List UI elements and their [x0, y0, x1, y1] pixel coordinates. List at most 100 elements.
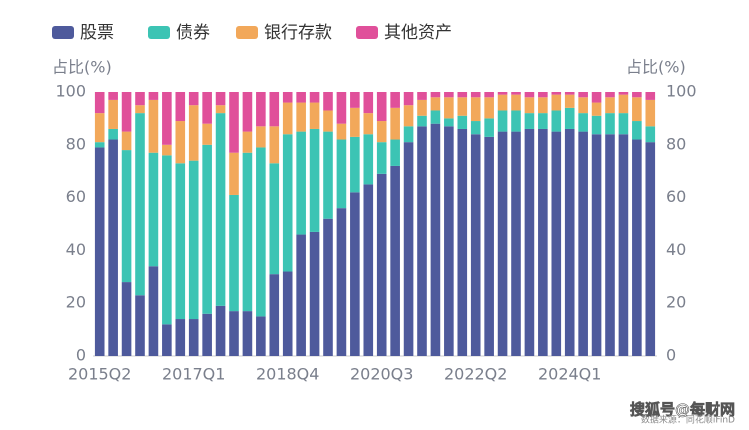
bar-segment [108, 128, 118, 140]
bar-segment [162, 155, 172, 325]
bar-segment [632, 92, 642, 98]
bar-segment [591, 92, 602, 103]
bar-segment [376, 92, 387, 122]
bar-segment [376, 142, 387, 174]
bar-segment [296, 131, 306, 235]
bar-segment [282, 92, 293, 103]
bar-segment [323, 110, 333, 132]
bar-segment [618, 134, 629, 356]
bar-segment [229, 152, 239, 195]
bar-segment [457, 92, 468, 98]
bar-segment [202, 144, 212, 314]
bar-segment [296, 92, 306, 103]
bar-segment [470, 97, 481, 122]
bar-segment [618, 94, 629, 114]
bar-segment [282, 134, 293, 272]
bar-segment [121, 282, 132, 356]
y2-tick-label: 100 [666, 82, 697, 101]
y2-tick-label: 80 [666, 134, 686, 153]
bar-segment [551, 131, 562, 356]
bar-segment [175, 163, 186, 320]
bar-segment [564, 128, 575, 356]
bar-segment [484, 97, 494, 119]
bar-segment [430, 110, 441, 124]
bar-segment [336, 123, 347, 140]
bar-segment [175, 121, 186, 164]
bar-segment [229, 311, 239, 356]
bar-segment [645, 126, 656, 143]
bar-segment [403, 105, 414, 127]
bar-segment [269, 92, 280, 127]
bar-segment [390, 92, 400, 108]
bar-segment [269, 274, 280, 356]
legend-label: 债券 [176, 23, 210, 43]
bar-segment [376, 173, 387, 356]
bar-segment [256, 92, 266, 127]
bar-segment [350, 107, 360, 137]
x-tick-label: 2017Q1 [162, 365, 226, 384]
y-tick-label: 80 [66, 134, 86, 153]
bar-segment [256, 126, 266, 148]
bar-segment [135, 92, 145, 106]
y-tick-label: 0 [76, 346, 86, 365]
bar-segment [511, 92, 521, 95]
bar-segment [309, 231, 320, 356]
bar-segment [403, 142, 414, 356]
legend-label: 其他资产 [384, 23, 452, 43]
bar-segment [524, 128, 535, 356]
bar-segment [551, 92, 562, 95]
bar-segment [363, 134, 374, 185]
bar-segment [336, 139, 347, 209]
bar-segment [215, 105, 226, 114]
bar-segment [605, 92, 615, 98]
bar-segment [470, 134, 481, 356]
bar-segment [108, 92, 118, 100]
x-tick-label: 2015Q2 [68, 365, 132, 384]
bar-segment [188, 160, 199, 320]
bar-segment [417, 126, 427, 356]
bar-segment [296, 234, 306, 356]
y2-axis-title: 占比(%) [626, 58, 686, 77]
bar-segment [403, 126, 414, 143]
bar-segment [148, 152, 159, 267]
bar-segment [430, 123, 441, 357]
bar-segment [538, 92, 548, 98]
bar-segment [632, 121, 642, 140]
bar-segment [645, 142, 656, 356]
y-tick-label: 60 [66, 187, 86, 206]
bar-segment [591, 115, 602, 135]
bar-segment [564, 92, 575, 95]
y2-tick-label: 0 [666, 346, 676, 365]
bar-segment [108, 99, 118, 129]
bar-segment [538, 128, 548, 356]
bar-segment [444, 97, 454, 119]
bar-segment [538, 97, 548, 114]
bar-segment [282, 271, 293, 356]
y-tick-label: 20 [66, 293, 86, 312]
bar-segment [242, 92, 253, 132]
y2-tick-label: 60 [666, 187, 686, 206]
bar-segment [269, 163, 280, 275]
bar-segment [309, 128, 320, 232]
bar-segment [430, 92, 441, 98]
legend-label: 银行存款 [264, 23, 332, 43]
bar-segment [215, 305, 226, 356]
bar-segment [94, 92, 105, 114]
bar-segment [121, 150, 132, 283]
bar-segment [336, 92, 347, 124]
legend-swatch [148, 26, 170, 39]
bar-segment [363, 92, 374, 114]
bar-segment [323, 218, 333, 356]
bar-segment [524, 92, 535, 98]
bar-segment [269, 126, 280, 164]
y-tick-label: 40 [66, 240, 86, 259]
bar-segment [242, 131, 253, 153]
bar-segment [632, 139, 642, 356]
bar-segment [618, 92, 629, 95]
bar-segment [296, 102, 306, 132]
bar-segment [202, 123, 212, 145]
bar-segment [470, 92, 481, 98]
x-tick-label: 2022Q2 [444, 365, 508, 384]
bar-segment [390, 165, 400, 356]
